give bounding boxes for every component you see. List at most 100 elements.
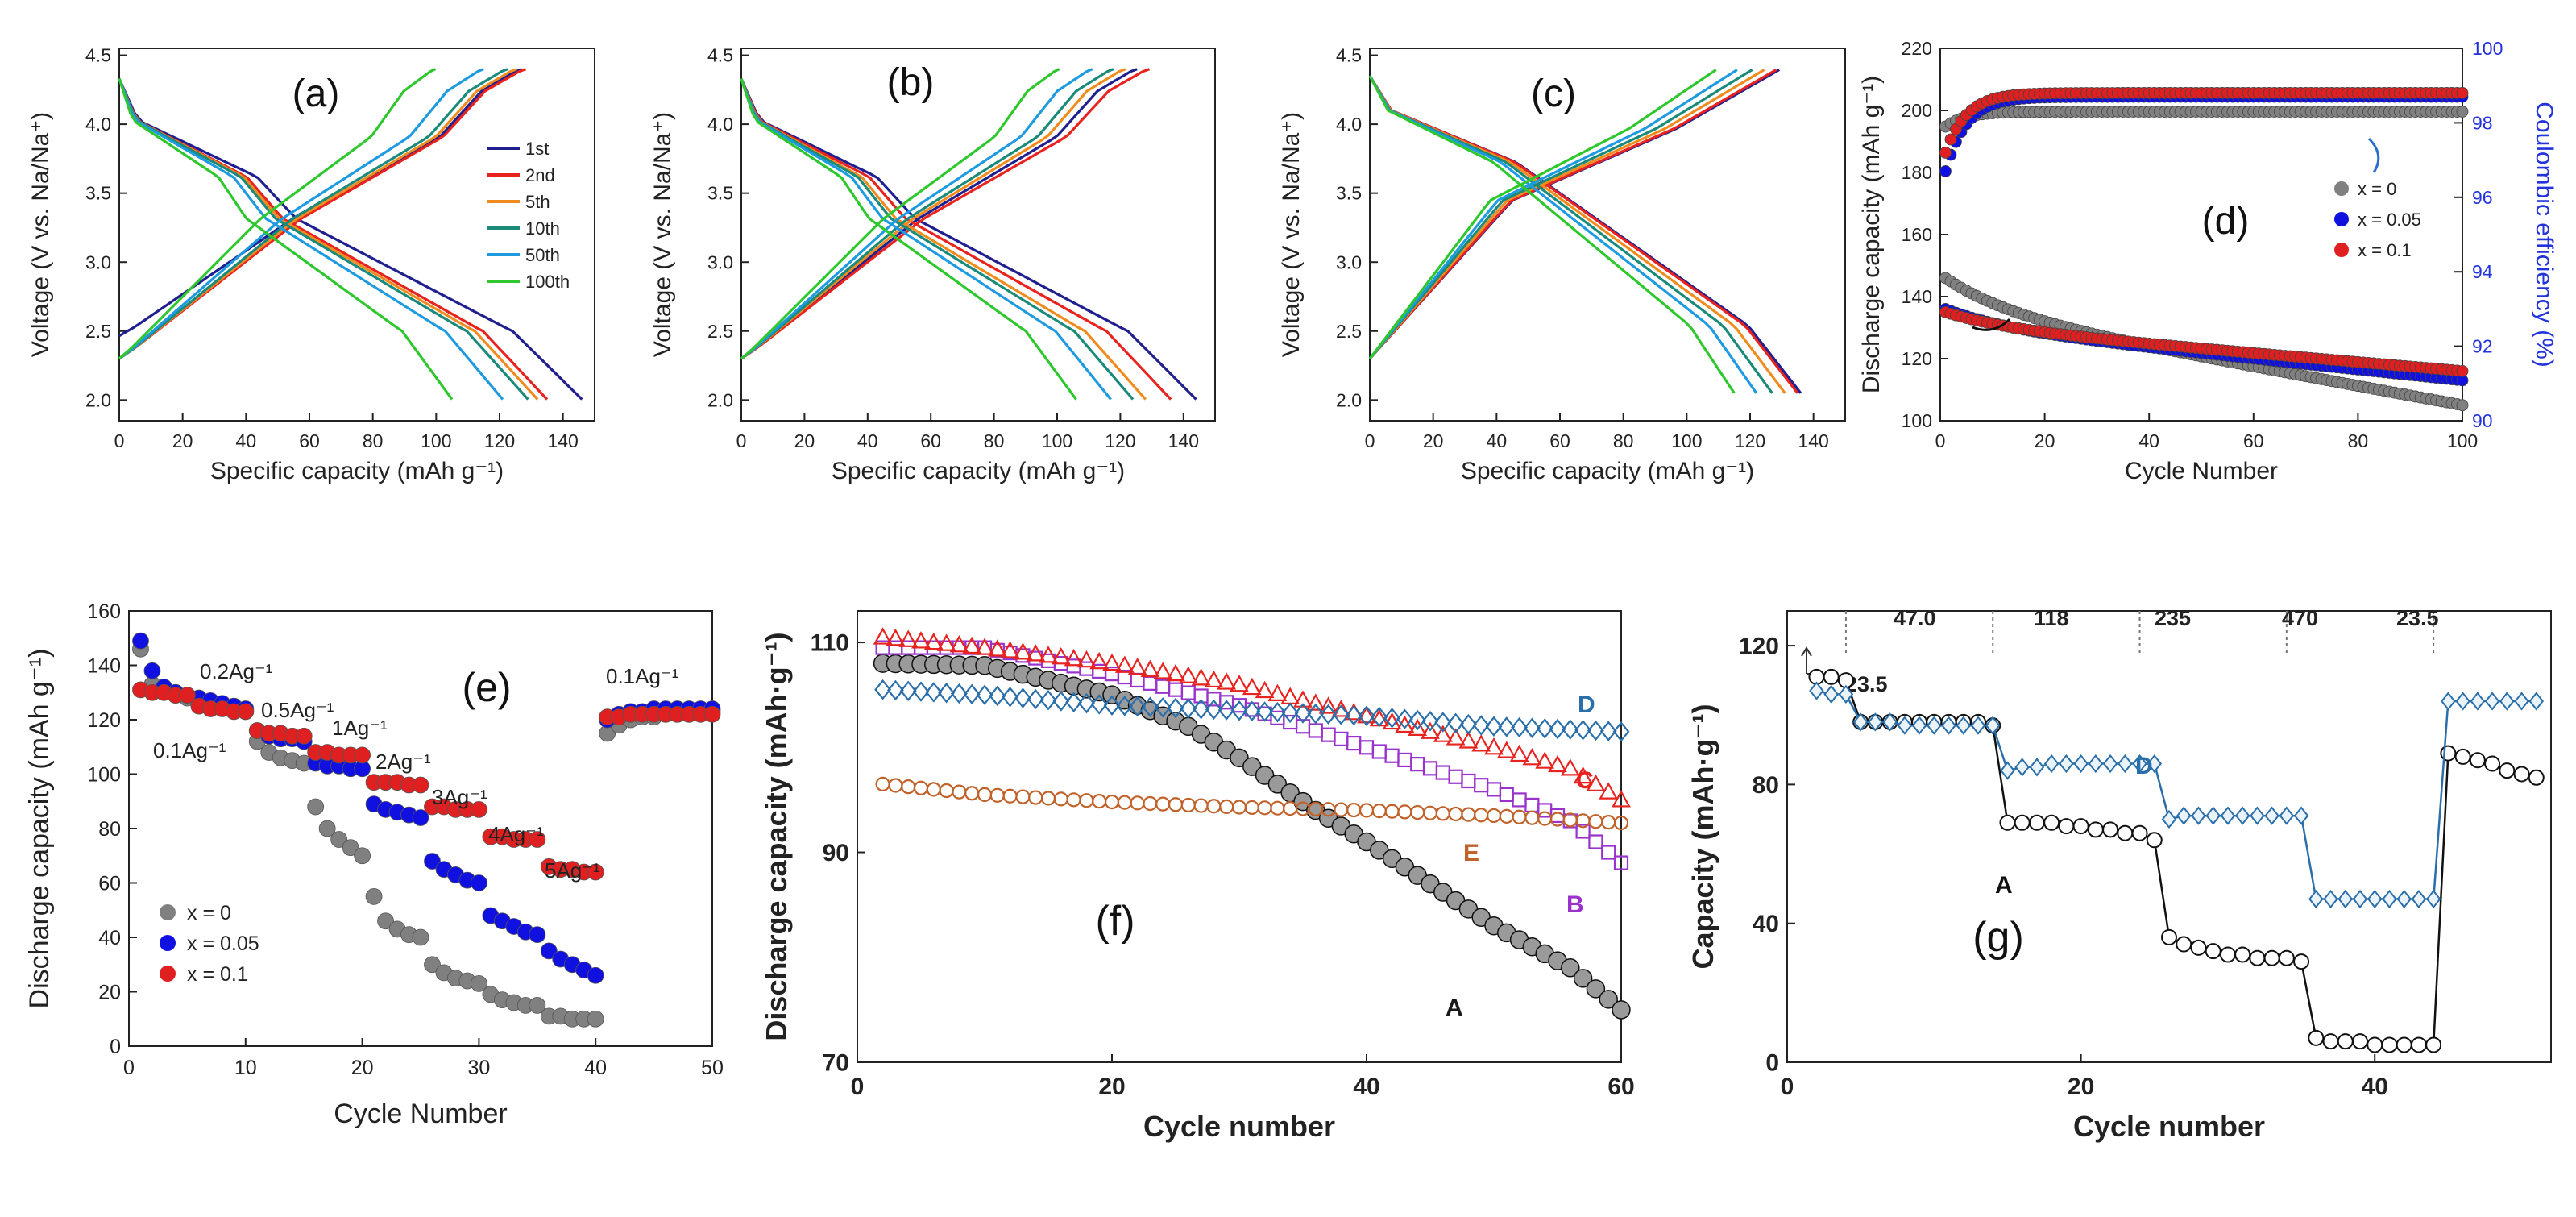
- series-D-point: [886, 679, 904, 701]
- series-B-point: [1575, 824, 1591, 839]
- series-C-point: [1509, 744, 1529, 762]
- series-A-point: [2410, 1036, 2427, 1053]
- series-A-point: [2396, 1036, 2412, 1053]
- y-tick-label: 80: [1753, 772, 1779, 799]
- series-D-point: [1154, 697, 1172, 718]
- series-D-point: [2308, 889, 2324, 909]
- series-A-point: [1612, 1000, 1631, 1020]
- series-D-point: [1180, 698, 1197, 719]
- panel-c-voltage-profile: 0 20 40 60 80 100 120 140 2.0 2.5 3.0 3.5 4.0 4.5 Spec…: [1278, 45, 1846, 484]
- rate-label: 0.1Ag⁻¹: [153, 738, 226, 762]
- series-A-point: [2454, 748, 2471, 765]
- series-A-point: [2234, 946, 2251, 963]
- legend-label: 50th: [525, 245, 560, 265]
- rate-point: [587, 966, 604, 984]
- x-tick-label: 40: [2362, 1074, 2388, 1100]
- series-E-point: [901, 779, 916, 795]
- series-D-point: [1307, 703, 1325, 725]
- y-tick-label: 3.0: [707, 251, 733, 272]
- y-axis-label: Discharge capacity (mAh·g⁻¹): [760, 632, 793, 1040]
- series-D-point: [1408, 709, 1426, 731]
- x-tick-label: 40: [584, 1057, 607, 1079]
- series-D-point: [1459, 713, 1477, 735]
- series-D-point: [1014, 687, 1031, 708]
- y-tick-label: 2.0: [707, 389, 733, 410]
- series-A-point: [2072, 818, 2089, 835]
- series-B-point: [1613, 855, 1629, 870]
- series-B-point: [1168, 682, 1184, 697]
- series-D-point: [1852, 712, 1869, 732]
- series-A-point: [2058, 818, 2075, 835]
- series-C-point: [1039, 646, 1058, 663]
- series-D-point: [1549, 718, 1566, 740]
- series-E-point: [1486, 808, 1502, 824]
- series-D-point: [1065, 692, 1083, 713]
- y-tick-label: 220: [1902, 38, 1932, 59]
- series-B-point: [1524, 797, 1540, 813]
- x-tick-label: 60: [920, 430, 941, 451]
- series-C-point: [1408, 718, 1428, 736]
- series-D-point: [1956, 716, 1972, 735]
- series-A-point: [2102, 821, 2119, 838]
- y-tick-label: 120: [1902, 348, 1932, 369]
- series-C-point: [1484, 737, 1504, 755]
- series-E-point: [1334, 802, 1349, 817]
- series-E-point: [1474, 808, 1489, 823]
- series-E-point: [1346, 802, 1362, 818]
- rate-point: [354, 847, 371, 865]
- series-C-point: [1357, 705, 1376, 724]
- series-A-point: [1573, 969, 1593, 988]
- series-E-point: [1283, 800, 1298, 816]
- series-D-point: [2279, 806, 2295, 825]
- series-D-point: [2499, 692, 2515, 711]
- series-D-point: [1396, 708, 1413, 729]
- series-E-point: [1092, 794, 1107, 809]
- series-D-point: [1612, 721, 1630, 742]
- series-B-point: [1180, 685, 1196, 700]
- series-C-point: [1127, 658, 1147, 675]
- legend-label: x = 0.1: [2358, 240, 2412, 260]
- series-E-point: [1448, 806, 1463, 822]
- y-tick-label: 4.5: [85, 45, 111, 66]
- series-D-point: [925, 682, 943, 703]
- x-tick-label: 60: [1549, 430, 1570, 451]
- series-label: B: [1566, 891, 1584, 918]
- discharge-curve-50th: [740, 78, 1112, 401]
- series-A-point: [2337, 1033, 2354, 1050]
- x-tick-label: 80: [984, 430, 1005, 451]
- series-A-point: [1586, 979, 1606, 999]
- series-D-point: [1498, 716, 1516, 737]
- series-C-point: [1573, 766, 1593, 784]
- axes-frame: [1369, 48, 1846, 422]
- series-B-point: [1308, 723, 1323, 738]
- series-D-point: [2514, 692, 2529, 711]
- series-E-point: [1155, 796, 1171, 812]
- rate-point: [703, 705, 721, 723]
- series-D-point: [2411, 889, 2427, 909]
- series-B-point: [1334, 731, 1349, 746]
- y-tick-label: 4.0: [707, 114, 733, 135]
- series-D-point: [1838, 684, 1854, 704]
- series-C-point: [1217, 672, 1237, 690]
- series-D-point: [1523, 717, 1541, 738]
- rate-point: [529, 926, 546, 944]
- x-tick-label: 50: [701, 1057, 724, 1079]
- y-tick-label: 120: [1739, 633, 1779, 660]
- series-D-point: [1383, 708, 1401, 729]
- series-C-point: [1089, 651, 1110, 670]
- series-A-point: [2176, 936, 2192, 953]
- y-axis-label: Voltage (V vs. Na/Na⁺): [649, 112, 676, 357]
- panel-label: (f): [1095, 898, 1135, 945]
- series-E-point: [1015, 789, 1031, 804]
- y-tick-label: 40: [1753, 911, 1779, 937]
- series-A-point: [2499, 762, 2516, 779]
- series-D-point: [1562, 719, 1579, 740]
- discharge-curve-10th: [740, 78, 1135, 401]
- series-D-point: [2118, 754, 2133, 774]
- x-tick-label: 120: [484, 430, 515, 451]
- series-B-point: [1499, 787, 1514, 803]
- rate-label: 2Ag⁻¹: [375, 750, 431, 774]
- series-E-point: [1410, 804, 1425, 820]
- series-D-point: [1217, 700, 1235, 721]
- series-E-point: [1079, 793, 1094, 808]
